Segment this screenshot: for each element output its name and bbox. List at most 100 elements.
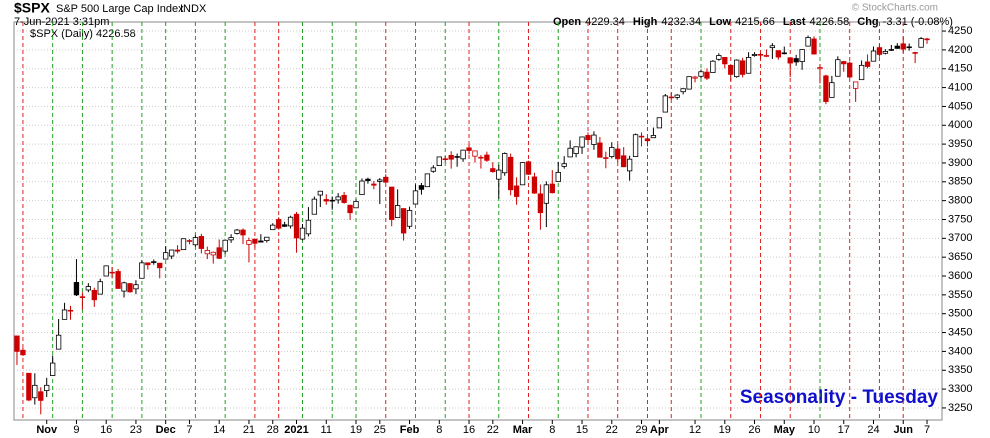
x-tick-label: 12 <box>689 424 701 436</box>
candle-body <box>258 240 264 243</box>
title: S&P 500 Large Cap Index <box>56 3 184 15</box>
candle-body <box>454 156 460 158</box>
candle-body <box>186 240 193 242</box>
candle-body <box>180 238 187 251</box>
candle-body <box>442 158 448 161</box>
candle-body <box>841 61 847 65</box>
candle-body <box>662 95 668 113</box>
x-tick-label: 23 <box>130 424 142 436</box>
candle-body <box>163 252 169 260</box>
candle-body <box>472 150 478 157</box>
candle-body <box>67 309 74 312</box>
candle-body <box>609 147 615 157</box>
candle-body <box>591 134 597 145</box>
y-tick-label: 3600 <box>948 270 972 282</box>
candle-body <box>704 71 710 79</box>
candle-body <box>26 372 32 401</box>
candle-body <box>246 240 252 245</box>
x-tick-label: 8 <box>549 424 555 436</box>
candle-body <box>722 57 728 65</box>
x-tick-label: Nov <box>36 424 58 436</box>
candle-body <box>638 135 645 138</box>
candle-body <box>513 185 520 197</box>
candle-body <box>276 219 282 229</box>
y-tick-label: 3700 <box>948 232 972 244</box>
y-tick-label: 3250 <box>948 402 972 414</box>
candle-body <box>799 49 805 62</box>
exchange: INDX <box>180 3 207 15</box>
candle-body <box>145 262 151 266</box>
x-tick-label: 2021 <box>284 424 308 436</box>
candle-body <box>793 58 799 63</box>
candle-body <box>650 135 657 139</box>
candle-body <box>692 76 698 79</box>
x-tick-label: 7 <box>186 424 192 436</box>
candle-body <box>525 161 532 175</box>
candle-body <box>270 224 276 231</box>
candle-body <box>103 265 109 277</box>
candle-body <box>371 183 377 186</box>
candle-body <box>508 156 514 191</box>
candle-body <box>299 227 306 240</box>
candle-body <box>882 50 889 54</box>
candle-body <box>436 156 442 166</box>
candle-body <box>466 147 472 151</box>
candle-body <box>127 283 133 293</box>
candle-body <box>412 190 419 205</box>
candle-body <box>240 229 246 236</box>
candle-body <box>329 199 335 202</box>
candle-body <box>14 335 20 352</box>
candle-body <box>644 138 651 142</box>
stat-value: 4226.58 <box>810 16 850 28</box>
candle-body <box>91 289 97 301</box>
candle-body <box>448 155 454 160</box>
stat-label: Chg <box>857 16 878 28</box>
candle-body <box>573 146 579 154</box>
x-tick-label: Dec <box>156 424 176 436</box>
candle-body <box>555 171 561 182</box>
candle-body <box>264 236 270 241</box>
x-tick-label: 25 <box>374 424 386 436</box>
candle-body <box>924 38 930 41</box>
candle-body <box>61 309 68 320</box>
candle-body <box>763 55 770 57</box>
x-tick-label: Jun <box>893 424 913 436</box>
credit: © StockCharts.com <box>852 3 938 14</box>
x-tick-label: 29 <box>635 424 647 436</box>
stat-value: 4229.34 <box>585 16 625 28</box>
candle-body <box>121 282 127 292</box>
candle-body <box>579 136 585 148</box>
candle-body <box>50 362 56 376</box>
candle-body <box>823 75 829 102</box>
y-tick-label: 4250 <box>948 25 972 37</box>
candle-body <box>73 282 80 296</box>
x-tick-label: 22 <box>487 424 499 436</box>
candle-body <box>281 224 288 227</box>
stat-label: Low <box>709 16 731 28</box>
candle-body <box>805 37 811 47</box>
candle-body <box>918 38 924 48</box>
candle-body <box>323 199 329 202</box>
x-tick-label: 16 <box>100 424 112 436</box>
candle-body <box>139 262 145 279</box>
candle-body <box>305 219 312 235</box>
x-tick-label: 16 <box>463 424 475 436</box>
candle-body <box>549 183 555 194</box>
candle-body <box>728 64 734 75</box>
y-tick-label: 4150 <box>948 63 972 75</box>
candle-body <box>769 45 776 49</box>
candle-body <box>484 154 490 161</box>
candle-body <box>377 179 383 182</box>
candle-body <box>353 201 359 209</box>
y-tick-label: 3550 <box>948 289 972 301</box>
candle-body <box>317 190 323 196</box>
y-tick-label: 4100 <box>948 81 972 93</box>
y-tick-label: 3900 <box>948 157 972 169</box>
x-tick-label: Mar <box>513 424 533 436</box>
candle-body <box>406 210 413 227</box>
candle-body <box>775 50 781 58</box>
candle-body <box>668 96 674 99</box>
y-tick-label: 3650 <box>948 251 972 263</box>
x-tick-label: 7 <box>924 424 930 436</box>
y-tick-label: 3350 <box>948 364 972 376</box>
